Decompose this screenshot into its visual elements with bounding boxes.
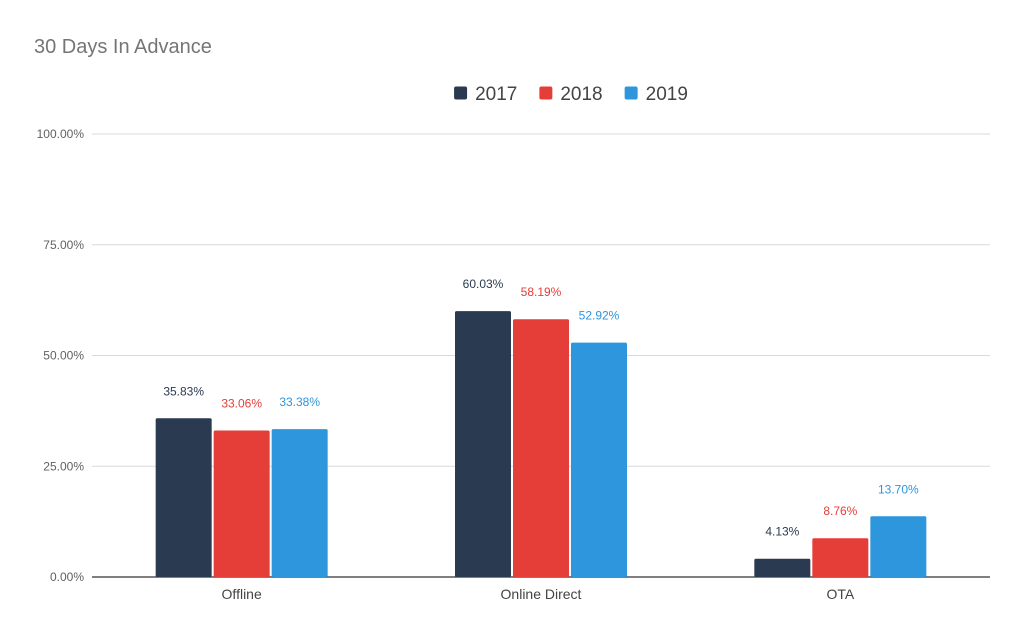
data-label: 13.70% [878,482,919,496]
bar-2017-ota [754,558,811,577]
bar-2018-ota [812,538,869,577]
data-label: 52.92% [579,309,620,323]
y-tick-label: 100.00% [37,127,85,141]
legend-item-2017: 2017 [454,84,517,105]
y-tick-label: 0.00% [50,570,84,584]
legend-label: 2018 [560,84,602,105]
bar-2017-offline [155,418,212,577]
y-tick-label: 25.00% [43,459,84,473]
bar-2019-ota [870,516,927,577]
data-label: 33.38% [279,395,320,409]
y-tick-label: 50.00% [43,349,84,363]
x-category-label: Offline [222,586,262,602]
data-label: 8.76% [823,504,857,518]
y-tick-label: 75.00% [43,238,84,252]
bar-2018-offline [213,430,270,577]
bar-2019-online-direct [571,342,627,577]
data-label: 4.13% [765,525,799,539]
data-label: 33.06% [221,397,262,411]
legend-label: 2017 [475,84,517,105]
legend-item-2018: 2018 [539,84,603,105]
legend-swatch [539,86,553,100]
legend-swatch [454,86,468,100]
chart-title: 30 Days In Advance [34,36,212,58]
data-labels: 35.83% 33.06% 33.38% 60.03% 58.19% 52.92% 4.13… [163,277,919,539]
data-label: 35.83% [163,384,204,398]
bar-2019-offline [271,429,328,577]
bar-2018-online-direct [513,319,569,577]
x-category-label: OTA [826,586,854,602]
x-axis-category-labels: Offline Online Direct OTA [222,586,855,602]
data-label: 58.19% [521,285,562,299]
y-axis-tick-labels: 0.00% 25.00% 50.00% 75.00% 100.00% [37,127,85,584]
x-category-label: Online Direct [501,586,582,602]
legend-label: 2019 [646,84,688,105]
bars [155,311,927,577]
data-label: 60.03% [463,277,504,291]
bar-2017-online-direct [455,311,511,577]
legend-swatch [624,86,638,100]
legend-item-2019: 2019 [624,84,688,105]
legend: 2017 2018 2019 [454,84,688,105]
